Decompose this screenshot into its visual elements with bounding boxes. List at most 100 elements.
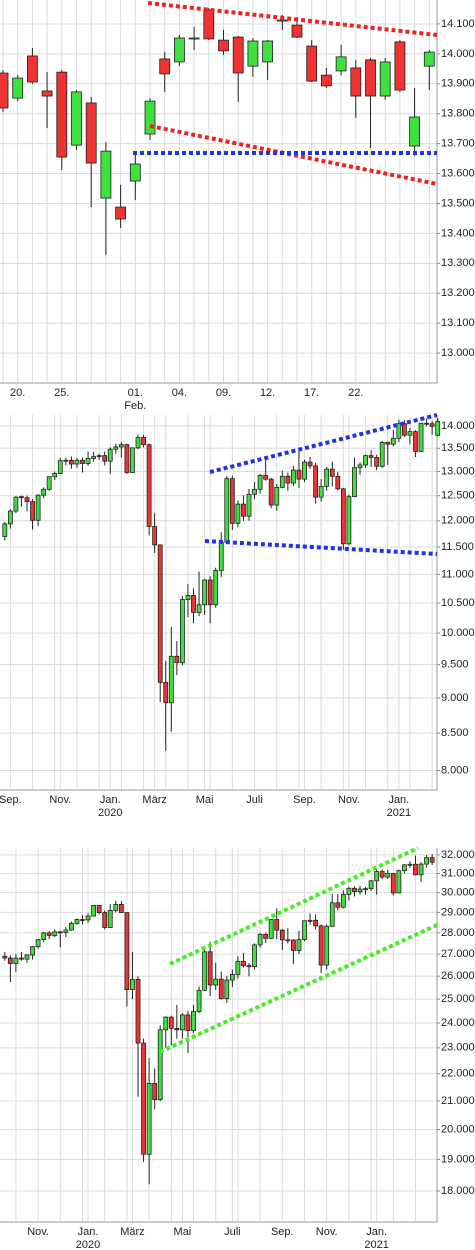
candle-body xyxy=(41,932,47,941)
candle-body xyxy=(335,475,341,490)
candle-body xyxy=(135,437,141,449)
candle-body xyxy=(168,655,174,704)
y-tick-label: 13.300 xyxy=(441,257,475,269)
candle-body xyxy=(57,460,63,474)
candle-body xyxy=(7,957,13,964)
candle-body xyxy=(424,857,430,865)
y-tick-label: 18.000 xyxy=(441,1185,475,1197)
candle-body xyxy=(429,423,435,427)
candle-body xyxy=(19,496,24,499)
x-tick-label: 20. xyxy=(10,387,25,399)
candle-body xyxy=(213,978,219,986)
candle-body xyxy=(57,931,63,934)
y-tick-label: 13.500 xyxy=(441,442,475,454)
candle-body xyxy=(396,870,402,894)
candle-body xyxy=(329,902,335,927)
candle-body xyxy=(263,933,269,939)
y-tick-label: 11.500 xyxy=(441,541,474,553)
candle-body xyxy=(379,61,391,97)
x-tick-sublabel: 2021 xyxy=(364,1239,388,1250)
candle-body xyxy=(346,887,352,895)
y-tick-label: 9.500 xyxy=(441,659,469,671)
candle-body xyxy=(241,960,246,967)
x-tick-label: 22. xyxy=(348,387,363,399)
candle-body xyxy=(7,510,13,525)
y-tick-label: 21.000 xyxy=(441,1095,475,1107)
candle-body xyxy=(235,960,241,975)
candle-body xyxy=(168,1016,174,1029)
candle-body xyxy=(252,488,257,495)
candle-body xyxy=(357,888,363,893)
y-tick-label: 8.000 xyxy=(441,764,469,776)
candle-body xyxy=(296,469,302,480)
candle-body xyxy=(390,437,396,445)
candle-body xyxy=(144,100,156,135)
x-tick-label: Jan. xyxy=(78,1226,99,1238)
y-tick-label: 13.500 xyxy=(441,197,475,209)
candle-body xyxy=(352,887,357,893)
candle-body xyxy=(232,36,244,74)
candle-body xyxy=(135,978,141,1044)
channel-lower-line xyxy=(159,923,438,1054)
candle-body xyxy=(124,444,130,473)
candle-body xyxy=(100,150,112,199)
candle-body xyxy=(418,422,424,452)
candle-body xyxy=(246,965,252,968)
candle-body xyxy=(285,939,291,942)
candle-body xyxy=(130,978,135,991)
x-tick-sublabel: 2020 xyxy=(98,807,122,819)
candle-body xyxy=(69,459,74,465)
x-tick-sublabel: Feb. xyxy=(124,400,146,412)
candle-body xyxy=(379,871,385,878)
candle-body xyxy=(396,423,402,439)
candle-body xyxy=(188,37,200,40)
candle-body xyxy=(318,925,324,966)
candle-body xyxy=(191,595,196,613)
candle-body xyxy=(313,919,319,927)
candle-body xyxy=(173,37,185,63)
candle-body xyxy=(46,476,52,490)
y-tick-label: 13.200 xyxy=(441,287,475,299)
candle-body xyxy=(274,919,280,931)
candle-body xyxy=(19,957,24,960)
x-tick-label: Mai xyxy=(174,1226,192,1238)
candle-body xyxy=(401,864,407,872)
candle-body xyxy=(152,526,158,546)
y-tick-label: 13.100 xyxy=(441,317,475,329)
candle-body xyxy=(374,457,380,467)
candle-body xyxy=(80,459,85,464)
y-tick-label: 9.000 xyxy=(441,692,469,704)
candle-body xyxy=(268,919,274,939)
candle-body xyxy=(350,67,362,97)
candle-body xyxy=(368,455,374,458)
candle-body xyxy=(196,604,202,613)
candle-body xyxy=(146,1083,152,1155)
x-tick-label: Mai xyxy=(196,794,214,806)
y-tick-label: 14.000 xyxy=(441,48,475,60)
candle-body xyxy=(202,951,208,991)
candle-body xyxy=(35,939,41,948)
x-tick-label: 04. xyxy=(172,387,187,399)
x-tick-label: 25. xyxy=(54,387,69,399)
candle-body xyxy=(252,944,257,968)
candle-body xyxy=(74,459,80,465)
candle-body xyxy=(296,939,302,951)
candle-body xyxy=(191,1011,196,1031)
x-tick-label: Nov. xyxy=(338,794,360,806)
candle-body xyxy=(196,989,202,1013)
y-tick-label: 14.100 xyxy=(441,18,475,30)
candle-body xyxy=(46,932,52,936)
y-tick-label: 14.000 xyxy=(441,420,475,432)
candle-body xyxy=(262,40,274,63)
y-tick-label: 13.000 xyxy=(441,347,475,359)
candle-body xyxy=(291,24,303,38)
resistance-line xyxy=(209,413,438,474)
candle-body xyxy=(224,979,230,1000)
candle-body xyxy=(107,909,113,928)
candle-body xyxy=(352,467,357,498)
candle-body xyxy=(335,56,347,72)
y-tick-label: 13.900 xyxy=(441,78,475,90)
candle-body xyxy=(91,456,96,459)
candle-body xyxy=(179,1014,185,1031)
y-tick-label: 10.500 xyxy=(441,597,475,609)
